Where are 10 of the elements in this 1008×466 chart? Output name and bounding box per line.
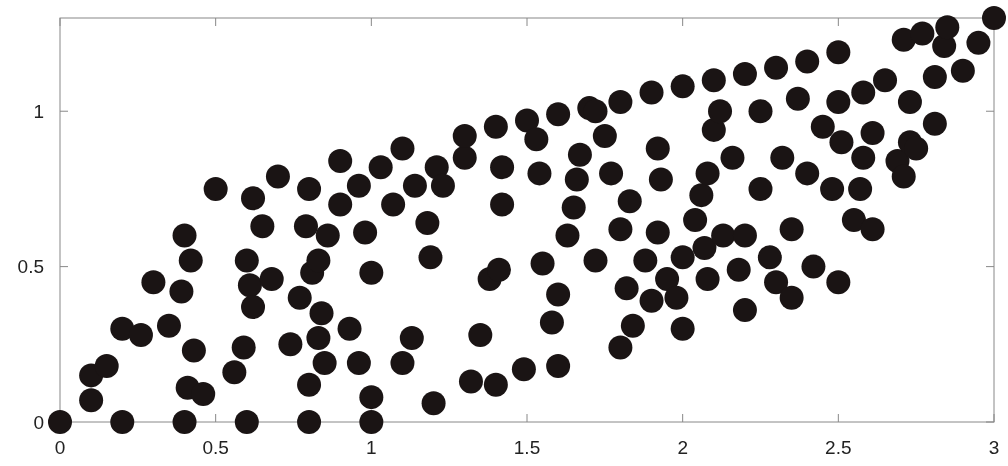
y-tick-label: 0.5 [17, 256, 44, 278]
y-tick-label: 1 [33, 100, 44, 122]
x-tick-label: 2 [677, 437, 688, 458]
y-tick-label: 0 [33, 411, 44, 433]
x-tick-label: 1 [366, 437, 377, 458]
x-tick-label: 2.5 [825, 437, 852, 458]
x-tick-label: 1.5 [513, 437, 541, 458]
x-tick-label: 0 [54, 437, 66, 458]
x-tick-label: 0.5 [202, 437, 229, 458]
x-tick-label: 3 [988, 437, 1000, 458]
